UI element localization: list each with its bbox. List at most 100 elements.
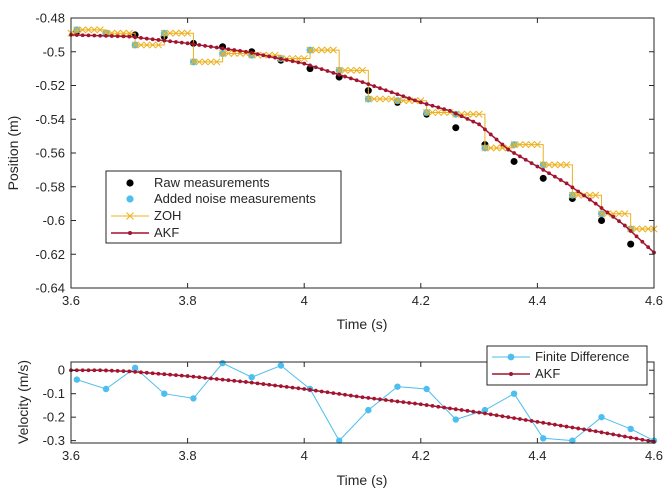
velocity-akf-marker <box>535 419 540 424</box>
velocity-akf-marker <box>453 407 458 412</box>
position-akf-marker <box>139 36 143 40</box>
velocity-akf-marker <box>593 429 598 434</box>
position-zoh-marker <box>213 58 221 66</box>
position-xlabel: Time (s) <box>337 316 388 332</box>
position-akf-marker <box>109 34 114 38</box>
position-akf-marker <box>378 86 382 91</box>
velocity-xtick-label: 4.4 <box>528 448 546 463</box>
velocity-akf-marker <box>366 396 371 400</box>
velocity-ytick-label: -0.2 <box>43 410 65 425</box>
velocity-akf-marker <box>389 398 394 403</box>
position-akf-marker <box>360 80 365 85</box>
position-akf-marker <box>529 161 534 166</box>
velocity-akf-marker <box>483 411 487 416</box>
position-akf-marker <box>407 96 412 101</box>
position-akf-marker <box>640 239 645 244</box>
position-akf-marker <box>599 206 604 210</box>
position-akf-marker <box>413 98 417 103</box>
position-raw-measurements-point <box>598 217 606 224</box>
velocity-xtick-label: 4.6 <box>645 448 663 463</box>
velocity-xtick-label: 4 <box>301 448 308 463</box>
position-akf-marker <box>273 55 277 60</box>
position-akf-marker <box>582 193 586 198</box>
position-zoh-marker <box>96 26 104 34</box>
position-akf-marker <box>430 103 435 108</box>
velocity-finite-difference-point <box>598 413 605 421</box>
position-zoh-marker <box>458 110 466 118</box>
velocity-akf-marker <box>174 373 178 378</box>
position-zoh-marker <box>364 95 372 103</box>
position-zoh-marker <box>562 161 571 169</box>
position-akf-marker <box>331 70 336 75</box>
position-akf-marker <box>179 40 184 45</box>
legend-fd-marker <box>507 353 515 361</box>
position-zoh-marker <box>522 141 530 149</box>
position-xtick-label: 4.2 <box>412 293 430 308</box>
velocity-akf-marker <box>459 408 464 412</box>
velocity-akf-marker <box>284 384 289 389</box>
velocity-xlabel: Time (s) <box>337 472 388 488</box>
velocity-akf-marker <box>109 368 114 373</box>
position-zoh-marker <box>90 26 98 34</box>
position-akf-marker <box>576 189 581 194</box>
position-akf-marker <box>249 51 254 55</box>
velocity-akf-marker <box>360 395 365 400</box>
velocity-akf-marker <box>133 369 138 374</box>
position-zoh-marker <box>423 108 431 117</box>
position-akf-marker <box>150 37 155 42</box>
position-zoh-marker <box>125 29 133 37</box>
velocity-akf-marker <box>395 399 400 404</box>
velocity-akf-marker <box>308 387 312 392</box>
velocity-akf-marker <box>611 432 616 437</box>
velocity-akf-marker <box>226 378 231 383</box>
position-zoh-marker <box>335 66 343 74</box>
position-akf-marker <box>86 33 91 38</box>
position-zoh-marker <box>119 29 128 37</box>
position-akf-marker <box>220 46 225 51</box>
position-akf-marker <box>512 151 516 155</box>
position-zoh-marker <box>516 141 524 149</box>
velocity-akf-marker <box>488 412 493 417</box>
position-akf-marker <box>558 178 563 182</box>
position-ytick-label: -0.6 <box>43 213 65 228</box>
position-zoh-marker <box>189 58 197 66</box>
position-raw-measurements-point <box>452 124 460 132</box>
velocity-akf-marker <box>418 402 423 407</box>
velocity-akf-marker <box>523 418 528 422</box>
position-akf-marker <box>552 174 557 179</box>
velocity-akf-marker <box>290 385 295 390</box>
velocity-akf-marker <box>640 437 645 442</box>
position-akf-marker <box>506 147 511 152</box>
velocity-akf-marker <box>98 368 103 373</box>
position-zoh-marker <box>487 144 495 152</box>
position-ytick-label: -0.62 <box>35 247 65 262</box>
position-akf-marker <box>290 59 295 64</box>
position-akf-marker <box>302 61 307 66</box>
velocity-finite-difference-point <box>102 385 110 393</box>
position-zoh-marker <box>434 108 442 117</box>
position-zoh-marker <box>73 26 81 34</box>
position-zoh-marker <box>510 141 518 149</box>
velocity-akf-marker <box>413 401 417 406</box>
position-zoh-marker <box>160 29 168 37</box>
position-akf-marker <box>74 33 79 37</box>
position-akf-marker <box>197 43 202 47</box>
velocity-akf-marker <box>273 383 277 388</box>
velocity-akf-marker <box>313 388 318 393</box>
velocity-akf-marker <box>150 371 155 376</box>
velocity-akf-marker <box>436 404 441 409</box>
position-akf-marker <box>570 185 575 190</box>
position-akf-marker <box>343 74 347 79</box>
position-akf-marker <box>348 76 353 81</box>
velocity-akf-marker <box>92 368 97 373</box>
position-zoh-marker <box>79 26 87 34</box>
position-akf-marker <box>144 36 149 41</box>
position-zoh-marker <box>201 58 209 66</box>
position-akf-marker <box>442 107 447 112</box>
velocity-ytick-label: -0.3 <box>43 433 65 448</box>
position-akf-marker <box>133 35 138 40</box>
position-zoh-marker <box>632 225 641 233</box>
position-akf-marker <box>121 34 126 39</box>
position-zoh-marker <box>353 66 361 74</box>
position-zoh-marker <box>329 46 337 54</box>
